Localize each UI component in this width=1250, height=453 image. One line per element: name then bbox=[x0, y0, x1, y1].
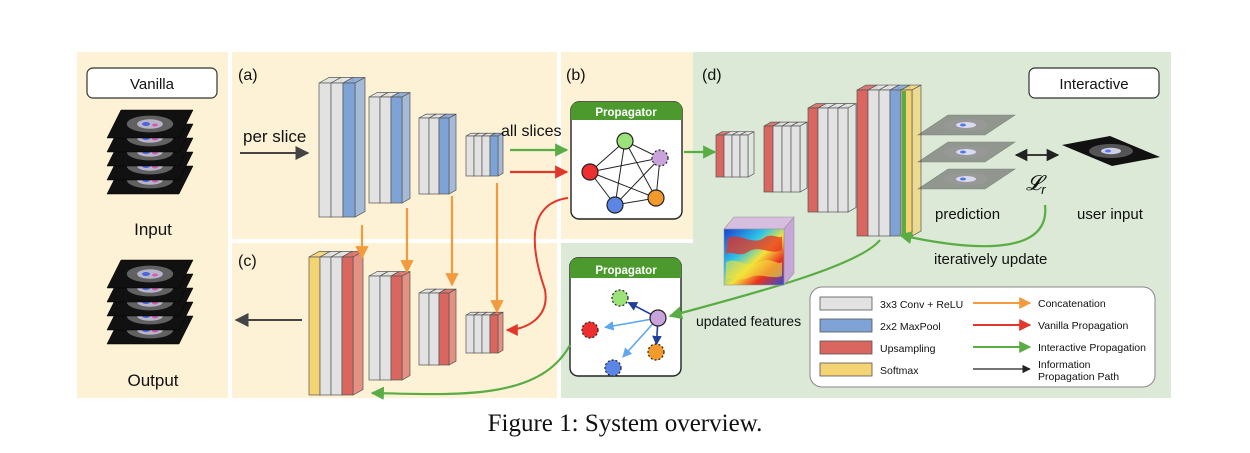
graph-edge bbox=[614, 157, 661, 206]
legend-item: Concatenation bbox=[973, 297, 1106, 310]
legend-label: Propagation Path bbox=[1038, 371, 1119, 383]
prediction-slice bbox=[917, 141, 1016, 163]
graph-node bbox=[647, 343, 665, 361]
graph-node bbox=[611, 289, 629, 307]
interactive-propagation-arrow bbox=[668, 239, 881, 320]
iteratively-update-label: iteratively update bbox=[934, 251, 1047, 268]
input-label: Input bbox=[134, 220, 172, 239]
softmax-block bbox=[900, 84, 922, 237]
vanilla-title-box bbox=[86, 67, 218, 99]
feature-map-cube bbox=[723, 216, 795, 286]
legend-box bbox=[809, 286, 1156, 388]
interactive-output-stripe bbox=[902, 91, 906, 235]
legend-label: Softmax bbox=[880, 365, 919, 377]
decoder-network bbox=[308, 250, 504, 396]
output-ct-slice-stack bbox=[106, 259, 194, 345]
legend-item: Softmax bbox=[819, 362, 919, 377]
graph-edge bbox=[614, 140, 626, 206]
prediction-slice bbox=[917, 114, 1016, 136]
interactive-propagation-arrow bbox=[370, 344, 571, 400]
upsampling-block bbox=[489, 311, 504, 354]
conv-block bbox=[739, 131, 755, 178]
maxpool-block bbox=[390, 92, 411, 204]
interactive-title: Interactive bbox=[1059, 76, 1128, 93]
legend-label: Interactive Propagation bbox=[1038, 342, 1146, 354]
graph-edge bbox=[589, 157, 661, 173]
conv-block bbox=[790, 121, 808, 193]
legend-swatch bbox=[819, 362, 873, 377]
encoder-network bbox=[318, 76, 504, 218]
panel-b-label: (b) bbox=[566, 67, 586, 84]
legend-swatch bbox=[819, 318, 873, 333]
conv-block bbox=[837, 103, 857, 213]
ct-slice bbox=[106, 109, 194, 139]
legend-label: Concatenation bbox=[1038, 298, 1106, 310]
legend-item: 3x3 Conv + ReLU bbox=[819, 296, 963, 311]
propagator-top-title: Propagator bbox=[595, 107, 657, 119]
user-input-label: user input bbox=[1077, 206, 1144, 223]
maxpool-block bbox=[438, 113, 457, 195]
graph-node bbox=[581, 163, 599, 181]
graph-node bbox=[604, 359, 622, 377]
propagator-graph bbox=[581, 132, 669, 214]
legend-item: Vanilla Propagation bbox=[973, 319, 1128, 332]
propagator-top: Propagator bbox=[570, 101, 683, 220]
vanilla-propagation-arrow bbox=[505, 197, 569, 336]
graph-edge bbox=[624, 140, 657, 199]
maxpool-block bbox=[342, 76, 366, 218]
legend-swatch bbox=[819, 296, 873, 311]
upsampling-block bbox=[390, 271, 411, 381]
prediction-slice-stack bbox=[917, 114, 1016, 190]
prediction-label: prediction bbox=[935, 206, 1000, 223]
output-label: Output bbox=[127, 371, 178, 390]
legend-label: Upsampling bbox=[880, 343, 936, 355]
ct-slice bbox=[106, 259, 194, 289]
figure-caption: Figure 1: System overview. bbox=[487, 410, 763, 437]
legend-item: 2x2 MaxPool bbox=[819, 318, 941, 333]
upsampling-block bbox=[438, 288, 457, 366]
user-input-slice bbox=[1062, 136, 1160, 166]
per-slice-label: per slice bbox=[243, 127, 306, 146]
panel-d-label: (d) bbox=[702, 67, 722, 84]
legend-item: Interactive Propagation bbox=[973, 341, 1146, 354]
all-slices-label: all slices bbox=[501, 123, 561, 140]
propagator-bottom: Propagator bbox=[569, 257, 682, 377]
updated-features-label: updated features bbox=[696, 313, 801, 329]
propagator-bottom-title: Propagator bbox=[595, 265, 657, 277]
graph-node bbox=[606, 196, 624, 214]
graph-node bbox=[616, 132, 634, 150]
graph-edge bbox=[622, 317, 659, 358]
legend-swatch bbox=[819, 340, 873, 355]
input-ct-slice-stack bbox=[106, 109, 194, 195]
graph-edge bbox=[604, 317, 659, 331]
graph-node bbox=[647, 189, 665, 207]
legend-item: Upsampling bbox=[819, 340, 936, 355]
legend-label: 2x2 MaxPool bbox=[880, 321, 941, 333]
graph-node bbox=[651, 149, 669, 167]
prediction-slice bbox=[917, 168, 1016, 190]
interactive-title-box bbox=[1028, 67, 1160, 99]
legend-label: 3x3 Conv + ReLU bbox=[880, 299, 963, 311]
upsampling-block bbox=[341, 250, 364, 396]
interactive-propagation-arrow bbox=[898, 204, 1047, 248]
maxpool-block bbox=[489, 132, 504, 177]
graph-edge bbox=[589, 171, 657, 199]
legend-label: Vanilla Propagation bbox=[1038, 320, 1128, 332]
vanilla-title: Vanilla bbox=[130, 76, 175, 93]
graph-hub-node bbox=[649, 309, 667, 327]
panel-c-label: (c) bbox=[238, 253, 257, 270]
legend-label: Information bbox=[1038, 359, 1091, 371]
legend: 3x3 Conv + ReLU 2x2 MaxPool Upsampling Soft… bbox=[809, 286, 1156, 388]
panel-a-label: (a) bbox=[238, 67, 258, 84]
propagator-graph bbox=[581, 289, 667, 377]
interactive-network bbox=[715, 84, 922, 237]
graph-node bbox=[581, 321, 599, 339]
